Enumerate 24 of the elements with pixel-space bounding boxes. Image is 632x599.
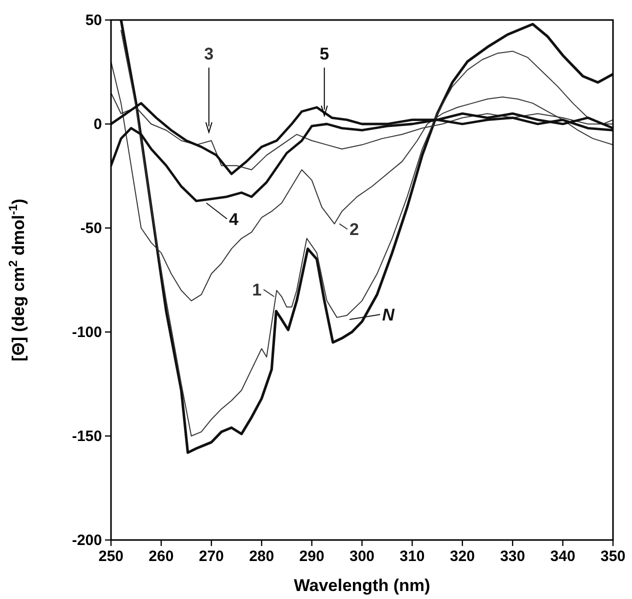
y-tick-label: -150 [72, 428, 102, 445]
x-tick-label: 350 [600, 548, 626, 565]
x-tick-label: 340 [550, 548, 576, 565]
x-tick-label: 310 [400, 548, 425, 565]
x-tick-label: 290 [299, 548, 324, 565]
x-axis-title: Wavelength (nm) [294, 576, 430, 595]
y-tick-label: -100 [72, 324, 102, 341]
x-tick-label: 330 [500, 548, 526, 565]
x-tick-label: 300 [349, 548, 375, 565]
x-tick-label: 280 [249, 548, 274, 565]
series-label: 1 [252, 280, 262, 300]
legend-label: 4 [228, 210, 239, 229]
y-tick-label: -200 [72, 532, 102, 549]
text: 5 [320, 44, 330, 64]
x-tick-label: 270 [198, 548, 224, 565]
legend-label: N [382, 306, 396, 325]
y-tick-label: -50 [80, 220, 102, 237]
x-tick-label: 320 [450, 548, 475, 565]
y-tick-label: 50 [85, 12, 102, 29]
x-tick-label: 260 [148, 548, 174, 565]
legend-label: 2 [349, 220, 359, 240]
x-tick-label: 250 [98, 548, 124, 565]
text: 3 [204, 44, 214, 64]
y-tick-label: 0 [94, 116, 102, 133]
